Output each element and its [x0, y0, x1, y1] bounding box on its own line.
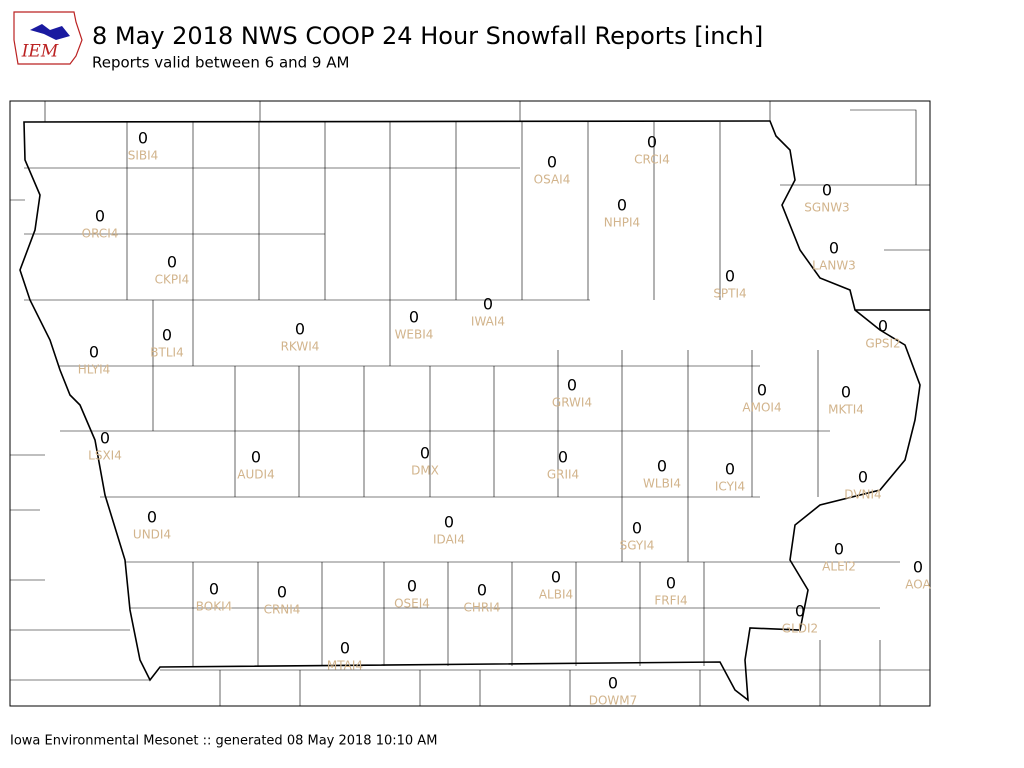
- station-value: 0: [822, 181, 832, 200]
- station-label: GRWI4: [552, 396, 592, 410]
- station-value: 0: [725, 267, 735, 286]
- station-value: 0: [632, 519, 642, 538]
- station-label: GLDI2: [782, 622, 818, 636]
- station-value: 0: [657, 457, 667, 476]
- station-value: 0: [829, 239, 839, 258]
- station-value: 0: [209, 580, 219, 599]
- station-value: 0: [95, 207, 105, 226]
- station-value: 0: [795, 602, 805, 621]
- station-value: 0: [878, 317, 888, 336]
- station-value: 0: [295, 320, 305, 339]
- station-value: 0: [167, 253, 177, 272]
- station-value: 0: [138, 129, 148, 148]
- station-label: ICYI4: [715, 480, 745, 494]
- station-label: WLBI4: [643, 477, 681, 491]
- station-value: 0: [420, 444, 430, 463]
- station-label: CRCI4: [634, 153, 670, 167]
- station-value: 0: [608, 674, 618, 693]
- title: 8 May 2018 NWS COOP 24 Hour Snowfall Rep…: [92, 22, 763, 50]
- station-value: 0: [551, 568, 561, 587]
- station-label: GRII4: [547, 468, 579, 482]
- station-label: BTLI4: [150, 346, 183, 360]
- station-label: GPSI2: [865, 337, 900, 351]
- subtitle: Reports valid between 6 and 9 AM: [92, 54, 349, 72]
- station-label: ALBI4: [539, 588, 573, 602]
- station-label: FRFI4: [654, 594, 687, 608]
- station-label: MKTI4: [828, 403, 864, 417]
- station-label: ORCI4: [82, 227, 119, 241]
- station-value: 0: [251, 448, 261, 467]
- station-value: 0: [647, 133, 657, 152]
- station-label: SIBI4: [128, 149, 159, 163]
- station-label: DVNI4: [844, 488, 881, 502]
- station-label: AMOI4: [742, 401, 781, 415]
- station-label: CKPI4: [155, 273, 190, 287]
- state-border: [19, 120, 921, 702]
- station-label: AUDI4: [237, 468, 274, 482]
- station-label: CRNI4: [264, 603, 301, 617]
- station-value: 0: [913, 558, 923, 577]
- station-label: DOWM7: [589, 694, 638, 708]
- station-label: OSAI4: [534, 173, 571, 187]
- footer: Iowa Environmental Mesonet :: generated …: [10, 734, 437, 749]
- station-label: ALEI2: [822, 560, 856, 574]
- station-label: MTAI4: [327, 659, 363, 673]
- station-value: 0: [147, 508, 157, 527]
- station-value: 0: [444, 513, 454, 532]
- station-value: 0: [567, 376, 577, 395]
- station-label: SPTI4: [713, 287, 746, 301]
- station-value: 0: [547, 153, 557, 172]
- station-value: 0: [100, 429, 110, 448]
- station-label: DMX: [411, 464, 439, 478]
- station-value: 0: [558, 448, 568, 467]
- station-value: 0: [757, 381, 767, 400]
- station-value: 0: [407, 577, 417, 596]
- station-label: WEBI4: [395, 328, 434, 342]
- logo: IEM: [13, 11, 83, 65]
- station-value: 0: [483, 295, 493, 314]
- station-label: SGNW3: [804, 201, 849, 215]
- station-value: 0: [477, 581, 487, 600]
- station-value: 0: [340, 639, 350, 658]
- station-label: IDAI4: [433, 533, 465, 547]
- station-label: CHRI4: [464, 601, 501, 615]
- station-label: LANW3: [812, 259, 856, 273]
- station-value: 0: [858, 468, 868, 487]
- station-value: 0: [617, 196, 627, 215]
- station-label: OSEI4: [394, 597, 430, 611]
- map-frame: [9, 100, 931, 707]
- station-label: SGYI4: [620, 539, 655, 553]
- station-value: 0: [89, 343, 99, 362]
- station-value: 0: [834, 540, 844, 559]
- station-label: UNDI4: [133, 528, 171, 542]
- station-label: IWAI4: [471, 315, 505, 329]
- county-lines: [10, 101, 930, 706]
- station-value: 0: [162, 326, 172, 345]
- station-value: 0: [841, 383, 851, 402]
- logo-text: IEM: [21, 42, 59, 62]
- station-label: LSXI4: [88, 449, 122, 463]
- station-label: AOA: [905, 578, 931, 592]
- station-value: 0: [277, 583, 287, 602]
- station-label: NHPI4: [604, 216, 640, 230]
- station-value: 0: [725, 460, 735, 479]
- station-value: 0: [409, 308, 419, 327]
- station-label: HLYI4: [78, 363, 111, 377]
- station-label: BOKI4: [196, 600, 233, 614]
- station-label: RKWI4: [281, 340, 320, 354]
- station-value: 0: [666, 574, 676, 593]
